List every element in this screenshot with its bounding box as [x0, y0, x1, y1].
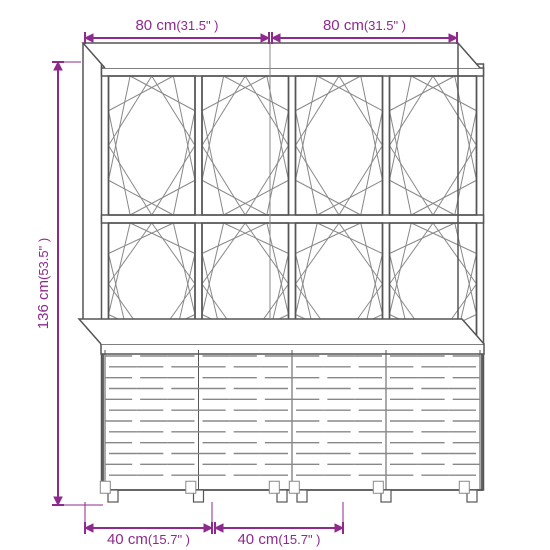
h-bar	[102, 68, 484, 76]
h-bar	[102, 215, 484, 223]
lattice-cell	[109, 76, 196, 215]
dim-label: 80 cm(31.5" )	[135, 17, 218, 34]
lattice-cell	[202, 76, 289, 215]
depth-edges	[79, 43, 484, 344]
dim-label: 40 cm(15.7" )	[237, 531, 320, 548]
product-diagram	[79, 43, 484, 502]
dim-label: 136 cm(53.5" )	[35, 238, 52, 329]
planter-basket	[101, 344, 484, 490]
lattice-cell	[390, 76, 477, 215]
lattice-cell	[296, 76, 383, 215]
dim-label: 40 cm(15.7" )	[107, 531, 190, 548]
dim-label: 80 cm(31.5" )	[323, 17, 406, 34]
